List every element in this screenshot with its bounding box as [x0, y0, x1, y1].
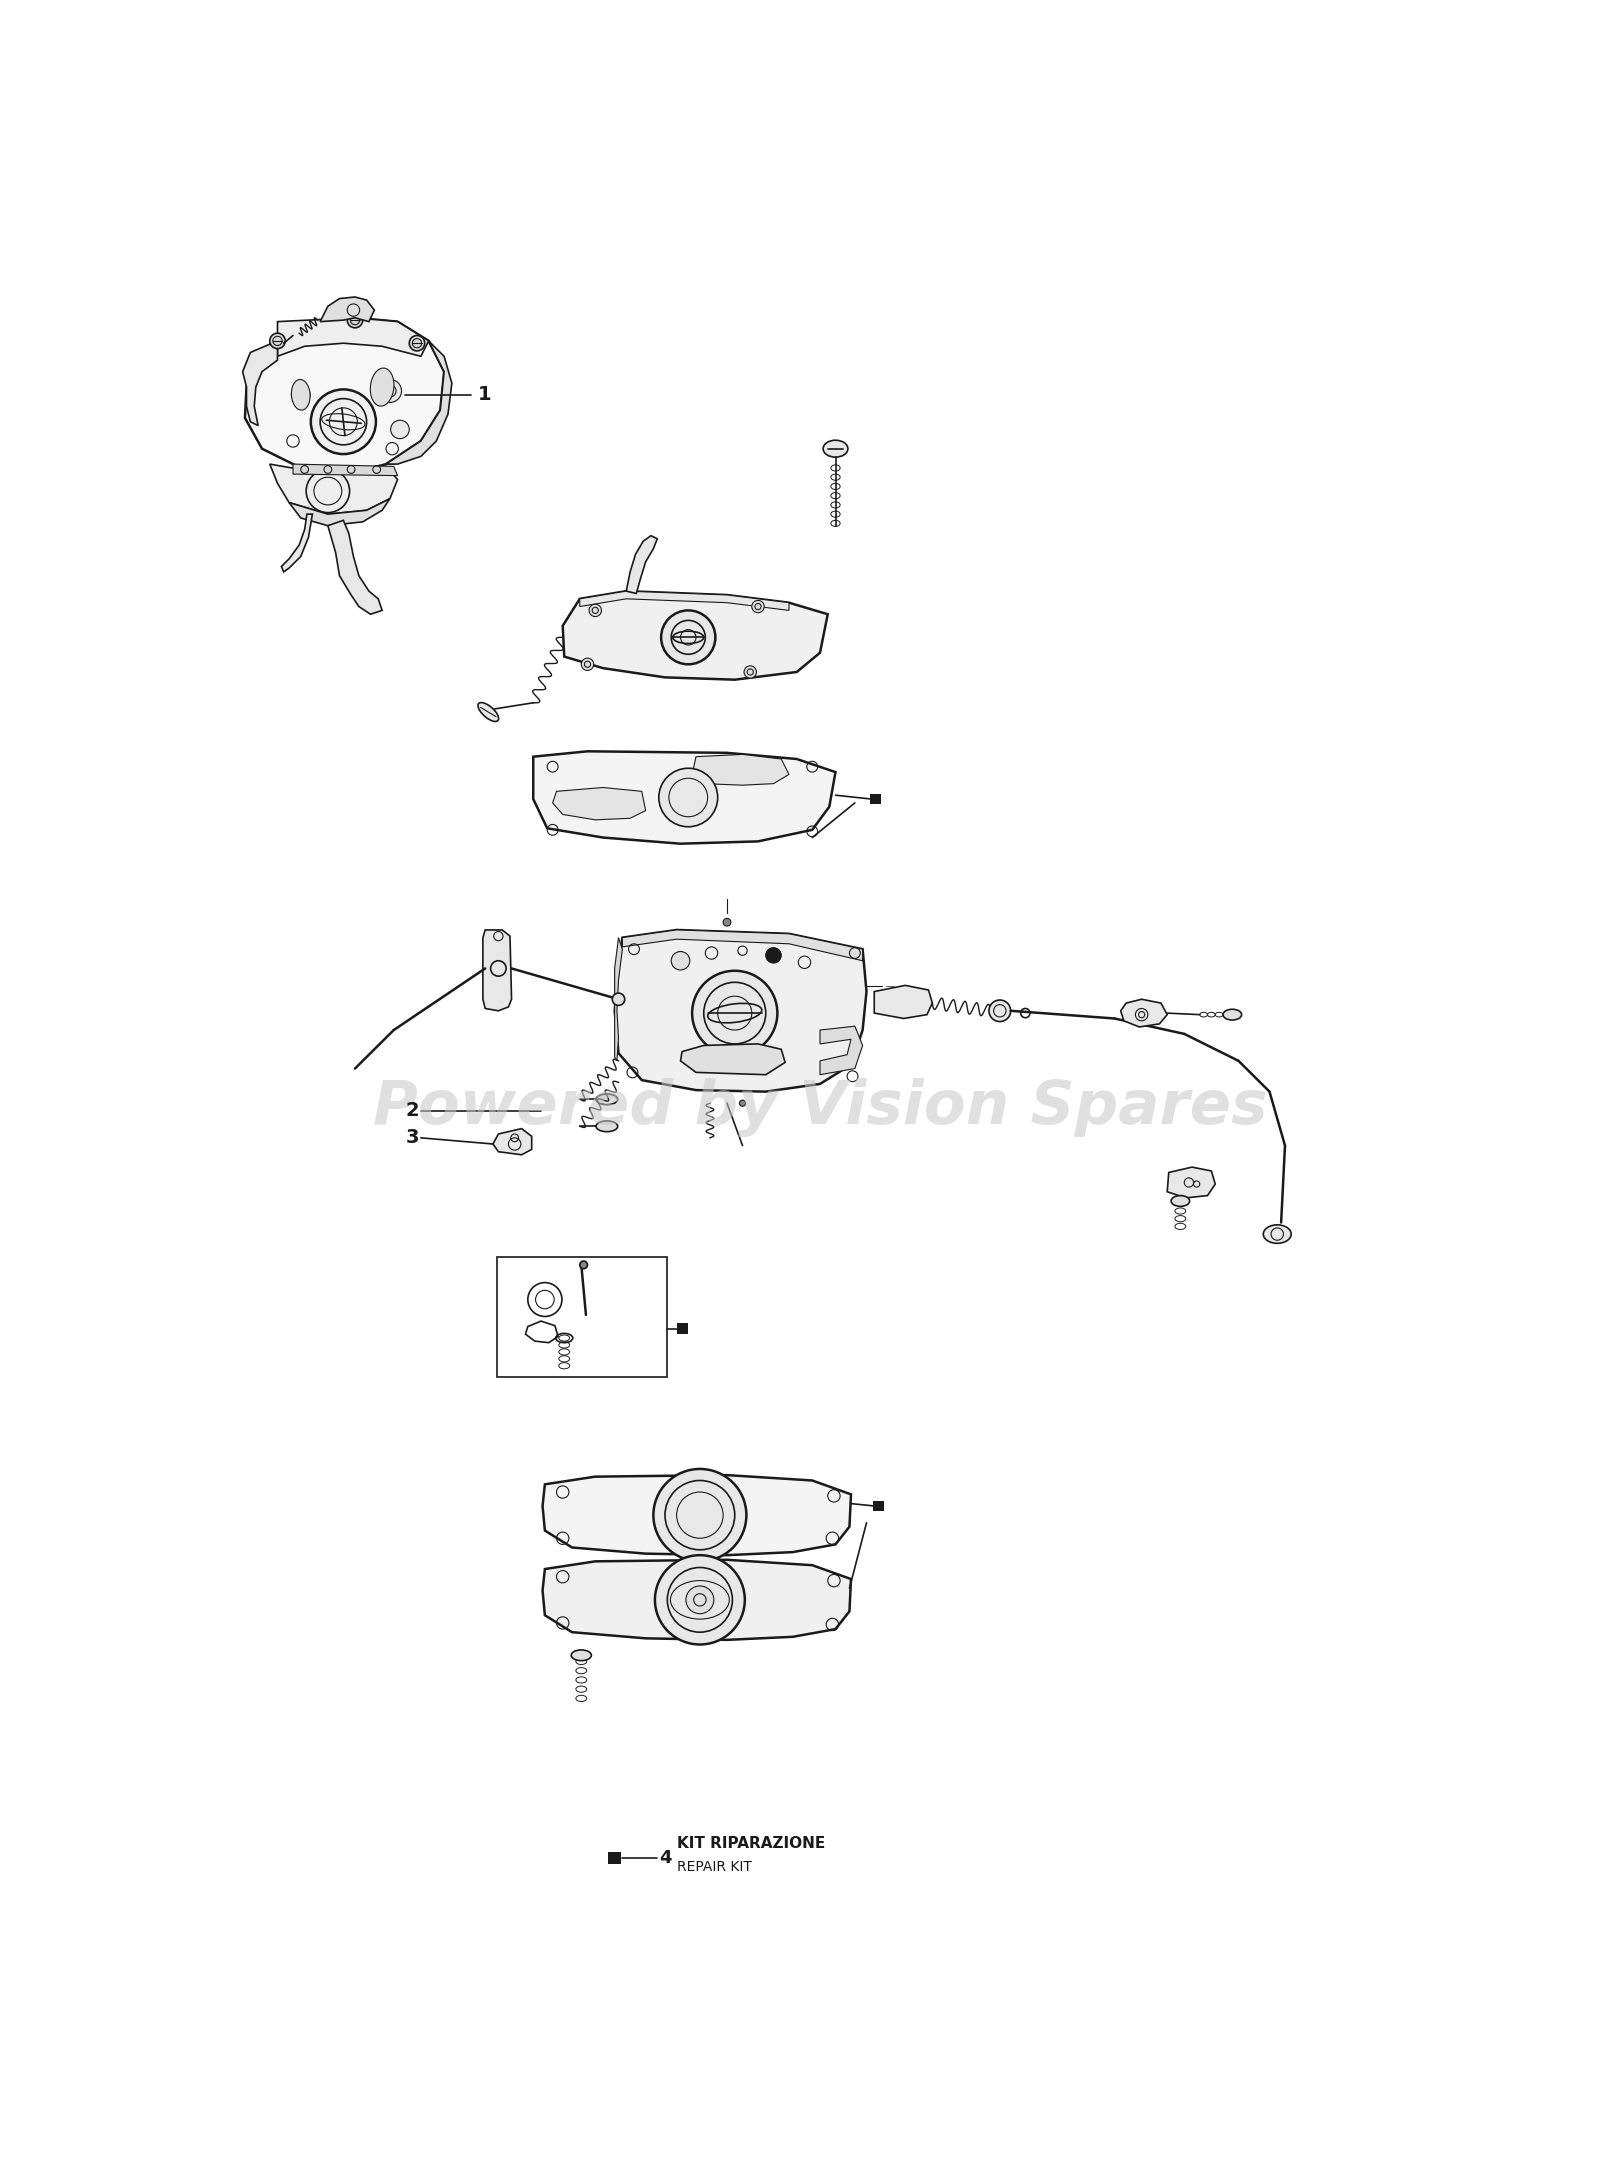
Polygon shape	[563, 592, 827, 680]
Polygon shape	[552, 787, 646, 819]
Ellipse shape	[766, 947, 781, 962]
Polygon shape	[870, 793, 882, 804]
Polygon shape	[874, 1500, 885, 1510]
Polygon shape	[608, 1851, 621, 1864]
Ellipse shape	[370, 368, 394, 405]
Polygon shape	[542, 1560, 851, 1640]
Polygon shape	[622, 930, 862, 960]
Ellipse shape	[672, 951, 690, 971]
Ellipse shape	[597, 1094, 618, 1105]
Polygon shape	[320, 297, 374, 321]
Ellipse shape	[597, 1120, 618, 1131]
Polygon shape	[270, 464, 398, 514]
Ellipse shape	[723, 919, 731, 925]
Ellipse shape	[347, 312, 363, 327]
Polygon shape	[614, 930, 867, 1092]
Text: 2: 2	[405, 1101, 419, 1120]
Ellipse shape	[744, 665, 757, 678]
Polygon shape	[680, 1044, 786, 1075]
Polygon shape	[677, 1324, 688, 1335]
Polygon shape	[533, 752, 835, 843]
Ellipse shape	[378, 379, 402, 403]
Ellipse shape	[613, 992, 624, 1005]
Ellipse shape	[478, 702, 499, 722]
Text: REPAIR KIT: REPAIR KIT	[677, 1859, 752, 1874]
Polygon shape	[579, 592, 789, 611]
Ellipse shape	[659, 769, 718, 828]
Ellipse shape	[822, 440, 848, 457]
Polygon shape	[293, 464, 398, 475]
Ellipse shape	[752, 600, 765, 613]
Ellipse shape	[270, 334, 285, 349]
Ellipse shape	[306, 470, 349, 514]
Polygon shape	[328, 520, 382, 613]
Polygon shape	[614, 938, 622, 1062]
Ellipse shape	[589, 605, 602, 618]
Ellipse shape	[739, 1101, 746, 1107]
Polygon shape	[874, 986, 933, 1018]
Ellipse shape	[571, 1649, 592, 1660]
Polygon shape	[693, 754, 789, 784]
Ellipse shape	[686, 1586, 714, 1614]
Polygon shape	[493, 1129, 531, 1155]
Polygon shape	[1168, 1168, 1216, 1198]
Ellipse shape	[661, 611, 715, 665]
Ellipse shape	[1264, 1224, 1291, 1244]
Polygon shape	[282, 514, 312, 572]
Ellipse shape	[390, 420, 410, 438]
Polygon shape	[542, 1476, 851, 1556]
Polygon shape	[1120, 999, 1168, 1027]
Ellipse shape	[581, 659, 594, 670]
Ellipse shape	[291, 386, 310, 403]
Polygon shape	[386, 340, 451, 464]
Polygon shape	[626, 535, 658, 594]
Polygon shape	[245, 319, 445, 475]
Ellipse shape	[291, 379, 310, 410]
Ellipse shape	[1171, 1196, 1190, 1207]
Ellipse shape	[989, 999, 1011, 1021]
Polygon shape	[483, 930, 512, 1010]
Ellipse shape	[579, 1261, 587, 1268]
Bar	[498, 1257, 667, 1376]
Text: KIT RIPARAZIONE: KIT RIPARAZIONE	[677, 1835, 826, 1851]
Text: 3: 3	[405, 1129, 419, 1146]
Ellipse shape	[310, 390, 376, 455]
Text: 4: 4	[659, 1848, 672, 1866]
Polygon shape	[243, 340, 277, 425]
Text: 1: 1	[477, 386, 491, 405]
Ellipse shape	[410, 336, 424, 351]
Ellipse shape	[693, 971, 778, 1055]
Polygon shape	[819, 1027, 862, 1075]
Polygon shape	[290, 498, 390, 527]
Ellipse shape	[1222, 1010, 1242, 1021]
Ellipse shape	[654, 1556, 746, 1645]
Ellipse shape	[653, 1469, 746, 1562]
Polygon shape	[277, 319, 429, 355]
Text: Powered by Vision Spares: Powered by Vision Spares	[373, 1077, 1267, 1136]
